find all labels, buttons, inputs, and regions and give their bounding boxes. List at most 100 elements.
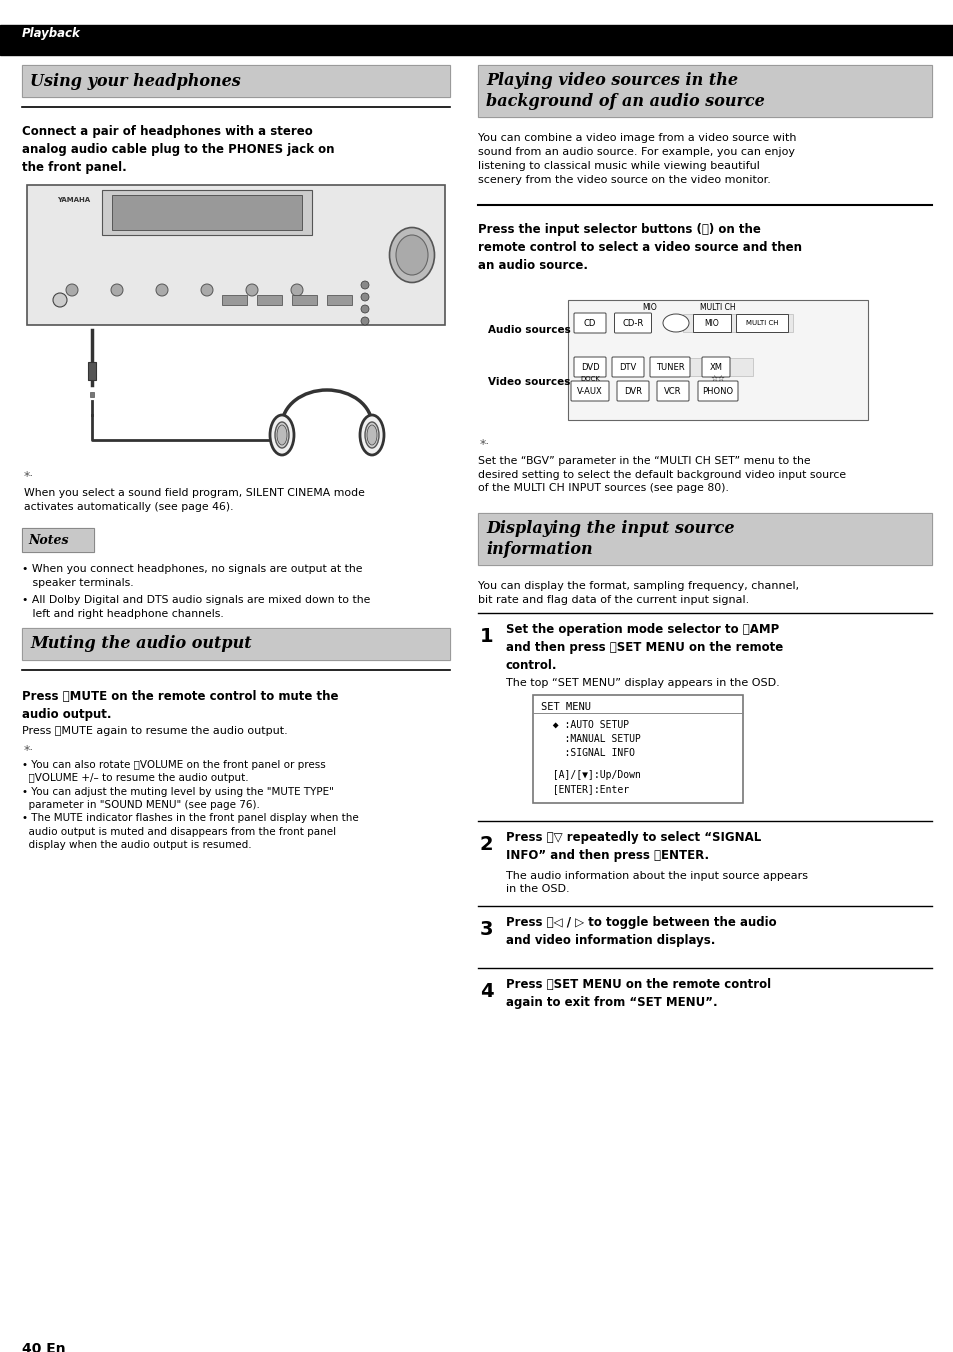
Text: The audio information about the input source appears
in the OSD.: The audio information about the input so… xyxy=(505,871,807,894)
Bar xyxy=(533,695,742,803)
FancyBboxPatch shape xyxy=(649,357,689,377)
Text: CD-R: CD-R xyxy=(621,319,643,327)
Bar xyxy=(22,65,450,97)
Bar xyxy=(22,627,450,660)
Text: Press ⓁMUTE again to resume the audio output.: Press ⓁMUTE again to resume the audio ou… xyxy=(22,726,288,735)
Text: Connect a pair of headphones with a stereo
analog audio cable plug to the PHONES: Connect a pair of headphones with a ster… xyxy=(22,124,335,174)
Text: MIO: MIO xyxy=(704,319,719,327)
Bar xyxy=(0,24,953,55)
Text: Playback: Playback xyxy=(22,27,81,41)
Text: MULTI CH: MULTI CH xyxy=(700,303,735,312)
Bar xyxy=(477,512,931,565)
Ellipse shape xyxy=(367,425,376,445)
Bar xyxy=(102,191,312,235)
FancyBboxPatch shape xyxy=(657,381,688,402)
Text: PHONO: PHONO xyxy=(701,387,733,396)
FancyBboxPatch shape xyxy=(701,357,729,377)
Text: Displaying the input source
information: Displaying the input source information xyxy=(485,519,734,558)
Ellipse shape xyxy=(53,293,67,307)
Text: Press ⓁMUTE on the remote control to mute the
audio output.: Press ⓁMUTE on the remote control to mut… xyxy=(22,690,338,721)
Text: Press ⓓ▽ repeatedly to select “SIGNAL
INFO” and then press ⓓENTER.: Press ⓓ▽ repeatedly to select “SIGNAL IN… xyxy=(505,831,760,863)
Bar xyxy=(477,512,931,565)
Bar xyxy=(222,295,247,306)
Text: Press the input selector buttons (Ⓐ) on the
remote control to select a video sou: Press the input selector buttons (Ⓐ) on … xyxy=(477,223,801,272)
Bar xyxy=(22,65,450,97)
Text: Audio sources: Audio sources xyxy=(488,324,570,335)
Bar xyxy=(27,185,444,324)
Text: *·: *· xyxy=(24,744,34,757)
Text: Muting the audio output: Muting the audio output xyxy=(30,635,252,653)
Text: You can display the format, sampling frequency, channel,
bit rate and flag data : You can display the format, sampling fre… xyxy=(477,581,799,604)
Text: *·: *· xyxy=(24,470,34,483)
Bar xyxy=(112,195,302,230)
Text: 3: 3 xyxy=(479,919,493,940)
FancyBboxPatch shape xyxy=(571,381,608,402)
Text: DVD: DVD xyxy=(580,362,598,372)
Ellipse shape xyxy=(66,284,78,296)
Text: XM: XM xyxy=(709,362,721,372)
Text: Press ⓓ◁ / ▷ to toggle between the audio
and video information displays.: Press ⓓ◁ / ▷ to toggle between the audio… xyxy=(505,917,776,946)
Bar xyxy=(477,65,931,118)
FancyBboxPatch shape xyxy=(574,314,605,333)
Text: Video sources: Video sources xyxy=(488,377,570,387)
Ellipse shape xyxy=(156,284,168,296)
Ellipse shape xyxy=(246,284,257,296)
Text: DVR: DVR xyxy=(623,387,641,396)
Text: The top “SET MENU” display appears in the OSD.: The top “SET MENU” display appears in th… xyxy=(505,677,779,688)
Text: You can combine a video image from a video source with
sound from an audio sourc: You can combine a video image from a vid… xyxy=(477,132,796,185)
Text: • All Dolby Digital and DTS audio signals are mixed down to the
   left and righ: • All Dolby Digital and DTS audio signal… xyxy=(22,595,370,619)
Text: :SIGNAL INFO: :SIGNAL INFO xyxy=(540,748,635,758)
Text: DTV: DTV xyxy=(618,362,636,372)
Text: • When you connect headphones, no signals are output at the
   speaker terminals: • When you connect headphones, no signal… xyxy=(22,564,362,588)
Bar xyxy=(567,300,867,420)
Ellipse shape xyxy=(360,306,369,314)
FancyBboxPatch shape xyxy=(698,381,738,402)
Bar xyxy=(22,529,94,552)
Bar xyxy=(90,392,94,397)
Text: SET MENU: SET MENU xyxy=(540,702,590,713)
Text: VCR: VCR xyxy=(663,387,681,396)
Text: [ENTER]:Enter: [ENTER]:Enter xyxy=(540,784,628,794)
Text: 2: 2 xyxy=(479,836,493,854)
Bar xyxy=(477,65,931,118)
Bar xyxy=(22,529,94,552)
Text: CD: CD xyxy=(583,319,596,327)
Ellipse shape xyxy=(360,293,369,301)
FancyBboxPatch shape xyxy=(617,381,648,402)
Bar xyxy=(22,627,450,660)
Ellipse shape xyxy=(291,284,303,296)
Text: DOCK: DOCK xyxy=(579,376,599,383)
Text: ◆ :AUTO SETUP: ◆ :AUTO SETUP xyxy=(540,721,628,730)
Text: Using your headphones: Using your headphones xyxy=(30,73,240,89)
Text: Notes: Notes xyxy=(28,534,69,546)
Ellipse shape xyxy=(111,284,123,296)
Text: MIO: MIO xyxy=(642,303,657,312)
Bar xyxy=(327,295,352,306)
Text: Set the operation mode selector to ⓇAMP
and then press ⓃSET MENU on the remote
c: Set the operation mode selector to ⓇAMP … xyxy=(505,623,782,672)
Text: TUNER: TUNER xyxy=(655,362,683,372)
Text: Set the “BGV” parameter in the “MULTI CH SET” menu to the
desired setting to sel: Set the “BGV” parameter in the “MULTI CH… xyxy=(477,456,845,493)
Ellipse shape xyxy=(365,422,378,448)
Text: MULTI CH: MULTI CH xyxy=(745,320,778,326)
Bar xyxy=(682,358,752,376)
Bar xyxy=(692,314,730,333)
Ellipse shape xyxy=(360,281,369,289)
Text: Press ⓃSET MENU on the remote control
again to exit from “SET MENU”.: Press ⓃSET MENU on the remote control ag… xyxy=(505,977,770,1009)
Text: 1: 1 xyxy=(479,627,493,646)
FancyBboxPatch shape xyxy=(574,357,605,377)
Ellipse shape xyxy=(395,235,428,274)
Ellipse shape xyxy=(360,316,369,324)
Text: YAMAHA: YAMAHA xyxy=(57,197,90,203)
Ellipse shape xyxy=(359,415,384,456)
Text: V-AUX: V-AUX xyxy=(577,387,602,396)
Text: *·: *· xyxy=(479,438,490,452)
Text: • You can also rotate ⓉVOLUME on the front panel or press
  ⓉVOLUME +/– to resum: • You can also rotate ⓉVOLUME on the fro… xyxy=(22,760,358,850)
Ellipse shape xyxy=(389,227,434,283)
Bar xyxy=(682,314,792,333)
Text: 4: 4 xyxy=(479,982,493,1000)
Ellipse shape xyxy=(270,415,294,456)
Ellipse shape xyxy=(662,314,688,333)
Bar xyxy=(735,314,787,333)
Text: When you select a sound field program, SILENT CINEMA mode
activates automaticall: When you select a sound field program, S… xyxy=(24,488,364,511)
Ellipse shape xyxy=(274,422,289,448)
